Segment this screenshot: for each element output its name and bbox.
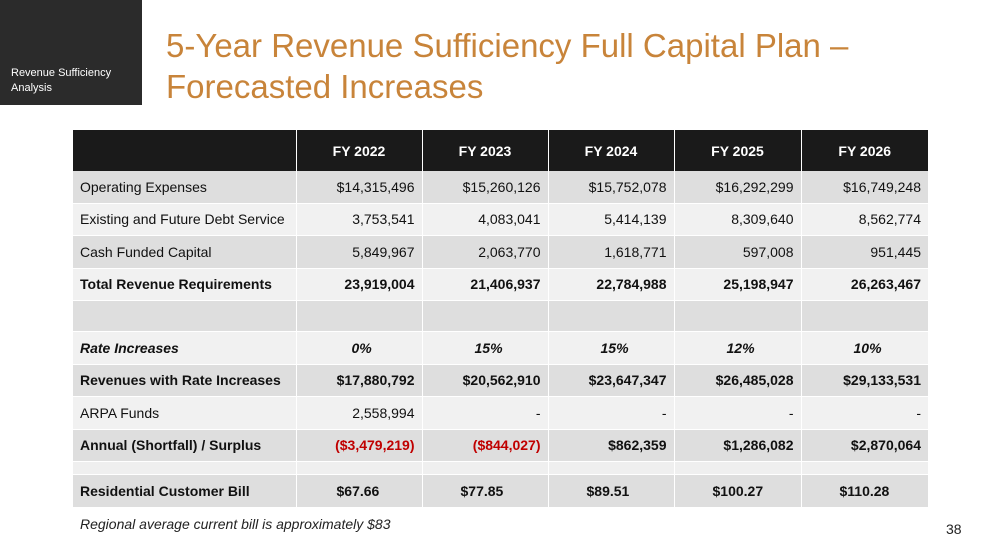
table-header-row: FY 2022 FY 2023 FY 2024 FY 2025 FY 2026 [73,130,928,171]
header-fy2022: FY 2022 [296,130,423,171]
cell-value: 12% [674,331,802,365]
spacer-cell [73,300,297,332]
cell-value: - [548,396,675,430]
cell-value: 951,445 [801,235,928,269]
row-cash-funded-capital: Cash Funded Capital 5,849,967 2,063,770 … [73,235,928,269]
spacer-cell [801,461,928,475]
spacer-cell [548,300,675,332]
row-label: Revenues with Rate Increases [73,364,297,397]
footnote: Regional average current bill is approxi… [80,516,391,532]
cell-value: 8,309,640 [674,203,802,236]
row-label: Annual (Shortfall) / Surplus [73,429,297,462]
cell-value: $1,286,082 [674,429,802,462]
cell-value: $26,485,028 [674,364,802,397]
cell-value: 8,562,774 [801,203,928,236]
cell-value: 15% [548,331,675,365]
row-label: Existing and Future Debt Service [73,203,297,236]
cell-value: 597,008 [674,235,802,269]
section-tag-label: Revenue Sufficiency Analysis [11,67,112,94]
cell-value-negative: ($3,479,219) [296,429,423,462]
cell-value: $16,749,248 [801,171,928,204]
row-debt-service: Existing and Future Debt Service 3,753,5… [73,203,928,236]
row-label: Cash Funded Capital [73,235,297,269]
row-label: Total Revenue Requirements [73,268,297,301]
row-revenues-with-rate-increases: Revenues with Rate Increases $17,880,792… [73,364,928,397]
section-tag: Revenue Sufficiency Analysis [0,0,142,105]
cell-value: 4,083,041 [422,203,549,236]
page-number: 38 [946,521,962,537]
header-fy2026: FY 2026 [801,130,928,171]
spacer-cell [73,461,297,475]
row-spacer [73,461,928,475]
spacer-cell [296,461,423,475]
row-residential-customer-bill: Residential Customer Bill $67.66 $77.85 … [73,474,928,508]
row-label: Operating Expenses [73,171,297,204]
header-fy2023: FY 2023 [422,130,549,171]
cell-value: $89.51 [548,474,675,508]
spacer-cell [422,461,549,475]
row-shortfall-surplus: Annual (Shortfall) / Surplus ($3,479,219… [73,429,928,462]
cell-value: $2,870,064 [801,429,928,462]
cell-value: $77.85 [422,474,549,508]
cell-value: $29,133,531 [801,364,928,397]
forecast-table: FY 2022 FY 2023 FY 2024 FY 2025 FY 2026 … [73,130,928,508]
cell-value: 1,618,771 [548,235,675,269]
cell-value: 22,784,988 [548,268,675,301]
cell-value: $100.27 [674,474,802,508]
cell-value: 2,063,770 [422,235,549,269]
cell-value: - [674,396,802,430]
row-total-revenue-requirements: Total Revenue Requirements 23,919,004 21… [73,268,928,301]
cell-value: 5,414,139 [548,203,675,236]
cell-value: $20,562,910 [422,364,549,397]
row-rate-increases: Rate Increases 0% 15% 15% 12% 10% [73,331,928,365]
cell-value: 15% [422,331,549,365]
header-fy2025: FY 2025 [674,130,802,171]
spacer-cell [674,300,802,332]
cell-value: 2,558,994 [296,396,423,430]
spacer-cell [674,461,802,475]
cell-value: $16,292,299 [674,171,802,204]
cell-value: 26,263,467 [801,268,928,301]
cell-value: $15,752,078 [548,171,675,204]
row-arpa-funds: ARPA Funds 2,558,994 - - - - [73,396,928,430]
spacer-cell [801,300,928,332]
row-operating-expenses: Operating Expenses $14,315,496 $15,260,1… [73,171,928,204]
row-spacer [73,300,928,332]
cell-value: $110.28 [801,474,928,508]
cell-value: $23,647,347 [548,364,675,397]
header-label-column [73,130,297,171]
row-label: Residential Customer Bill [73,474,297,508]
cell-value: 23,919,004 [296,268,423,301]
cell-value: - [801,396,928,430]
cell-value: $14,315,496 [296,171,423,204]
cell-value: 0% [296,331,423,365]
cell-value: $15,260,126 [422,171,549,204]
cell-value: 3,753,541 [296,203,423,236]
cell-value: 5,849,967 [296,235,423,269]
spacer-cell [548,461,675,475]
slide-title: 5-Year Revenue Sufficiency Full Capital … [166,27,849,105]
spacer-cell [296,300,423,332]
header-fy2024: FY 2024 [548,130,675,171]
cell-value: 21,406,937 [422,268,549,301]
cell-value: 10% [801,331,928,365]
cell-value: $17,880,792 [296,364,423,397]
cell-value: $862,359 [548,429,675,462]
row-label: ARPA Funds [73,396,297,430]
cell-value-negative: ($844,027) [422,429,549,462]
cell-value: 25,198,947 [674,268,802,301]
spacer-cell [422,300,549,332]
cell-value: - [422,396,549,430]
row-label: Rate Increases [73,331,297,365]
cell-value: $67.66 [296,474,423,508]
